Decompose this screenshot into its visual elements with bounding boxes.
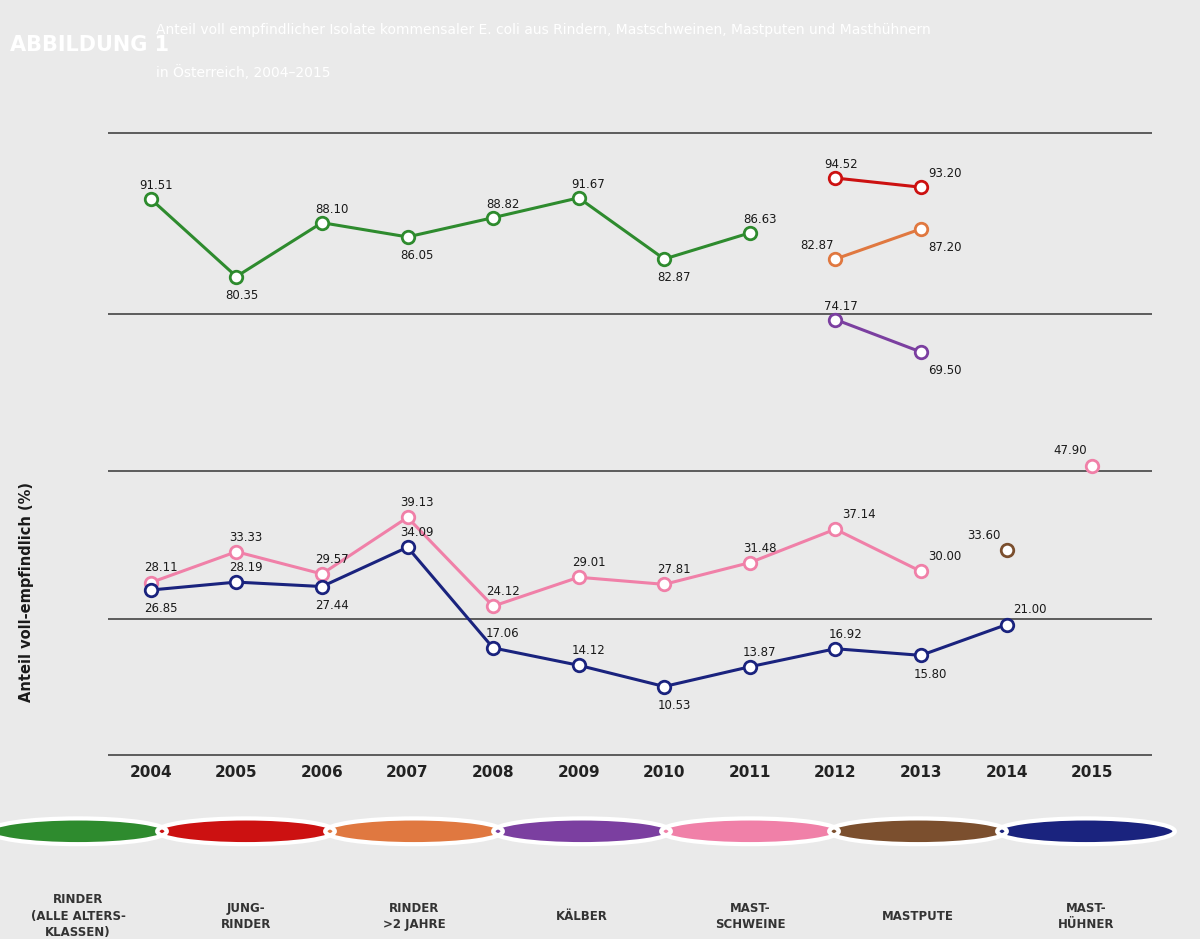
Text: Anteil voll-empfindlich (%): Anteil voll-empfindlich (%)	[19, 482, 34, 701]
Text: 13.87: 13.87	[743, 646, 776, 658]
Text: 15.80: 15.80	[914, 668, 947, 681]
Text: 33.33: 33.33	[229, 531, 263, 544]
Text: 94.52: 94.52	[824, 159, 858, 171]
Text: 88.10: 88.10	[314, 203, 348, 216]
Text: 21.00: 21.00	[1014, 604, 1046, 617]
Text: 16.92: 16.92	[828, 627, 862, 640]
Circle shape	[832, 819, 1004, 844]
Circle shape	[160, 819, 332, 844]
Text: 17.06: 17.06	[486, 627, 520, 639]
Text: 26.85: 26.85	[144, 602, 178, 615]
Text: 33.60: 33.60	[967, 529, 1001, 542]
Text: 37.14: 37.14	[842, 508, 876, 521]
Text: 28.11: 28.11	[144, 562, 178, 575]
Text: in Österreich, 2004–2015: in Österreich, 2004–2015	[156, 65, 330, 80]
Text: MAST-
SCHWEINE: MAST- SCHWEINE	[715, 901, 785, 931]
Text: 69.50: 69.50	[928, 364, 961, 377]
Text: 29.57: 29.57	[314, 553, 349, 566]
Circle shape	[328, 819, 500, 844]
Text: 82.87: 82.87	[800, 239, 834, 253]
Text: 28.19: 28.19	[229, 561, 263, 574]
Text: 24.12: 24.12	[486, 585, 520, 598]
Text: 86.05: 86.05	[401, 249, 434, 262]
Text: 88.82: 88.82	[486, 198, 520, 211]
Text: RINDER
(ALLE ALTERS-
KLASSEN): RINDER (ALLE ALTERS- KLASSEN)	[30, 893, 126, 939]
Text: KÄLBER: KÄLBER	[556, 910, 608, 923]
Text: 74.17: 74.17	[824, 300, 858, 313]
Text: 30.00: 30.00	[928, 550, 961, 563]
Text: 82.87: 82.87	[658, 271, 691, 285]
Text: 10.53: 10.53	[658, 699, 691, 712]
Circle shape	[0, 819, 164, 844]
Text: 14.12: 14.12	[571, 644, 606, 657]
Text: MAST-
HÜHNER: MAST- HÜHNER	[1057, 901, 1115, 931]
Text: 31.48: 31.48	[743, 542, 776, 555]
Text: 27.44: 27.44	[314, 599, 349, 611]
Text: 91.67: 91.67	[571, 178, 606, 192]
Text: 39.13: 39.13	[401, 497, 434, 509]
Text: 87.20: 87.20	[928, 241, 961, 254]
Text: RINDER
>2 JAHRE: RINDER >2 JAHRE	[383, 901, 445, 931]
Text: JUNG-
RINDER: JUNG- RINDER	[221, 901, 271, 931]
Text: 80.35: 80.35	[226, 289, 258, 301]
Text: 27.81: 27.81	[658, 563, 691, 577]
Circle shape	[664, 819, 836, 844]
Text: 86.63: 86.63	[743, 213, 776, 226]
Text: 47.90: 47.90	[1054, 444, 1087, 457]
Text: 34.09: 34.09	[401, 526, 434, 539]
Text: 91.51: 91.51	[139, 179, 173, 192]
Text: Anteil voll empfindlicher Isolate kommensaler E. coli aus Rindern, Mastschweinen: Anteil voll empfindlicher Isolate kommen…	[156, 23, 931, 38]
Text: 93.20: 93.20	[928, 167, 961, 180]
Text: 29.01: 29.01	[571, 556, 605, 569]
Text: ABBILDUNG 1: ABBILDUNG 1	[10, 36, 169, 55]
Text: MASTPUTE: MASTPUTE	[882, 910, 954, 923]
Circle shape	[1000, 819, 1172, 844]
Circle shape	[496, 819, 668, 844]
